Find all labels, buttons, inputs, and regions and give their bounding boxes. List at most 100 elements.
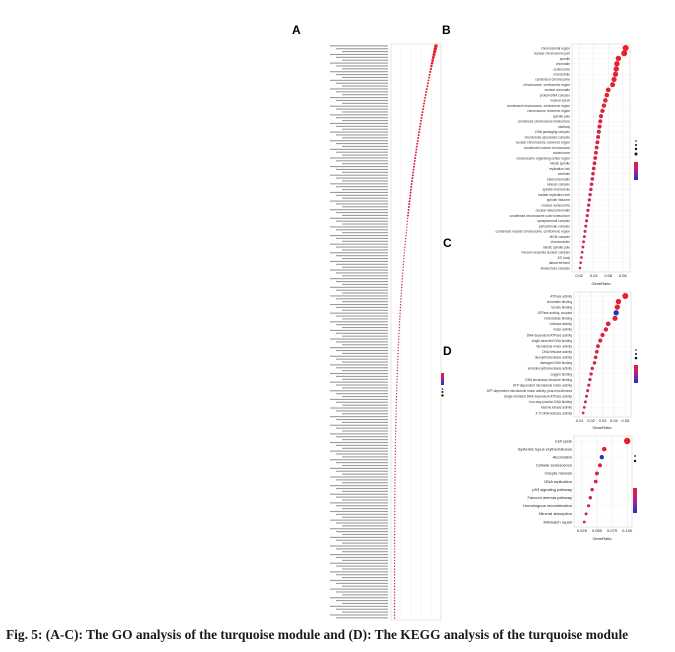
b-dot — [587, 203, 591, 207]
panel-a-term-label — [336, 436, 388, 438]
panel-a-term-label — [336, 212, 388, 214]
panel-a-term-label — [330, 510, 388, 513]
c-term-label: endodeoxyribonuclease activity — [528, 367, 573, 371]
panel-a-term-label — [330, 554, 388, 556]
panel-a-term-label — [336, 332, 388, 334]
b-dot — [593, 156, 598, 160]
b-term-label: Fanconi anaemia nuclear complex — [521, 251, 570, 255]
panel-a-term-label — [330, 579, 388, 582]
b-term-label: heterochromatin — [547, 177, 570, 181]
panel-a-term-label — [330, 62, 388, 64]
panel-a-dot — [409, 188, 412, 191]
panel-a-term-label — [336, 617, 388, 619]
panel-a-term-label — [330, 105, 388, 107]
c-term-label: oxygen binding — [551, 372, 573, 376]
panel-a-dot — [417, 134, 420, 137]
panel-a-term-label — [342, 344, 388, 346]
panel-b-legend — [634, 140, 638, 180]
panel-a-term-label — [336, 591, 388, 593]
panel-a-colorbar — [441, 373, 444, 385]
b-term-label: nuclear heterochromatin — [536, 209, 571, 213]
panel-a-dot — [414, 151, 417, 154]
b-term-label: nuclear chromosome, telomeric region — [516, 141, 570, 145]
panel-a-term-label — [330, 131, 388, 133]
panel-c-size-key-1 — [635, 349, 637, 351]
panel-a-dot — [421, 111, 424, 114]
panel-b-x-ticks: 0.02 0.04 0.06 0.08 — [575, 273, 627, 278]
c-dot — [581, 411, 585, 415]
panel-a-dot — [414, 157, 417, 160]
c-term-label: DNA secondary structure binding — [525, 378, 572, 382]
panel-a-term-label — [330, 459, 388, 461]
panel-a-dot — [394, 493, 396, 496]
panel-a-term-label — [336, 358, 388, 360]
b-dot — [578, 266, 582, 270]
panel-a-dot — [393, 600, 396, 602]
panel-a-term-label — [336, 56, 388, 58]
panel-a-dot — [406, 226, 408, 228]
b-dot — [588, 192, 592, 197]
panel-a-term-label — [330, 235, 388, 237]
d-term-label: Cell cycle — [555, 438, 573, 443]
panel-a-term-label — [330, 502, 388, 504]
b-term-label: nuclear replication fork — [538, 193, 570, 197]
b-term-label: pericentriolar complex — [539, 224, 571, 228]
panel-a-dot — [393, 582, 396, 585]
panel-a-term-label — [342, 68, 388, 70]
c-term-label: damaged DNA binding — [540, 361, 572, 365]
panel-a-term-label — [330, 441, 388, 444]
panel-a-dot — [397, 358, 399, 361]
panel-a-term-label — [342, 111, 388, 113]
b-term-label: nuclear chromosome part — [534, 52, 570, 56]
panel-a-dot — [393, 571, 396, 573]
panel-a-term-label — [330, 562, 388, 564]
c-term-label: histone kinase activity — [541, 406, 572, 410]
panel-a-term-label — [330, 295, 388, 297]
panel-a-dot — [396, 361, 399, 363]
panel-a-dot — [416, 139, 419, 142]
panel-a-dot — [395, 424, 397, 427]
panel-a-dot — [393, 536, 396, 539]
b-dot — [583, 229, 587, 233]
b-dot — [615, 55, 622, 62]
b-term-label: MCM complex — [550, 235, 571, 239]
d-tick-label: 0.100 — [622, 528, 633, 533]
b-term-label: centriole — [558, 172, 570, 176]
panel-a-term-label — [342, 568, 388, 570]
panel-a-dot — [394, 510, 396, 513]
panel-a-dot — [419, 119, 422, 122]
panel-a-term-label — [330, 200, 388, 202]
b-term-label: condensed nuclear chromosome, centromeri… — [496, 230, 571, 234]
b-dot — [589, 182, 594, 186]
c-dot — [590, 366, 594, 371]
panel-a-term-label — [336, 410, 388, 412]
panel-b-size-key-1 — [635, 140, 637, 142]
d-term-label: p53 signaling pathway — [532, 487, 572, 492]
panel-a-term-label — [342, 223, 388, 225]
panel-a-dot — [393, 577, 396, 579]
d-dot — [623, 437, 631, 445]
b-dot — [594, 150, 598, 155]
panel-a-term-label — [342, 180, 388, 182]
panel-a-term-label — [336, 367, 388, 369]
panel-a-dot — [393, 516, 396, 519]
panel-a-term-label — [342, 464, 388, 467]
panel-a-term-label — [342, 197, 388, 199]
panel-a-term-label — [330, 226, 388, 228]
panel-a-term-label — [336, 401, 388, 403]
c-term-label: ATP-dependent microtubule motor activity… — [487, 389, 573, 393]
c-term-label: single-stranded DNA binding — [532, 339, 573, 343]
panel-a-term-label — [330, 614, 388, 616]
panel-a-dot — [398, 326, 400, 329]
panel-a-dot — [402, 260, 405, 263]
b-term-label: chromosome organizing center region — [516, 156, 570, 160]
panel-a-term-label — [342, 154, 388, 156]
panel-a-dot — [393, 545, 396, 547]
c-dot — [612, 315, 618, 321]
b-tick-label: 0.04 — [590, 273, 599, 278]
panel-a-dot — [399, 318, 401, 320]
panel-a-dot — [395, 407, 397, 409]
panel-a-term-label — [336, 117, 388, 119]
panel-a-term-label — [336, 453, 388, 455]
panel-a-term-label — [330, 191, 388, 193]
